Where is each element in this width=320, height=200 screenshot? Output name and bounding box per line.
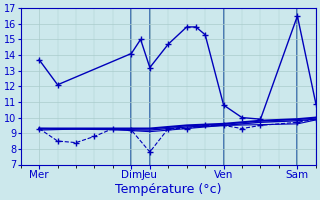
X-axis label: Température (°c): Température (°c) — [115, 183, 221, 196]
